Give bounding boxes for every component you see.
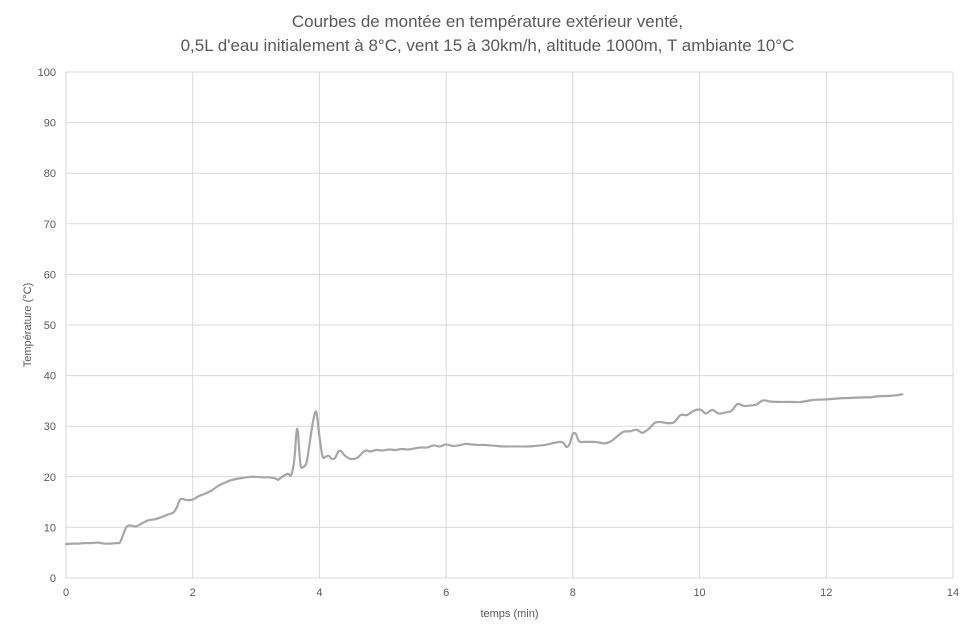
series-line xyxy=(64,393,904,546)
x-tick-label: 0 xyxy=(63,587,69,599)
y-tick-label: 80 xyxy=(44,168,56,180)
x-tick-label: 6 xyxy=(443,587,449,599)
chart-subtitle: 0,5L d'eau initialement à 8°C, vent 15 à… xyxy=(180,36,795,55)
y-axis-title: Température (°C) xyxy=(22,283,34,367)
x-tick-label: 2 xyxy=(190,587,196,599)
x-tick-label: 14 xyxy=(947,587,959,599)
chart-title: Courbes de montée en température extérie… xyxy=(291,12,684,31)
x-tick-label: 12 xyxy=(820,587,832,599)
y-tick-label: 20 xyxy=(44,472,56,484)
x-axis-title: temps (min) xyxy=(480,608,538,620)
x-tick-label: 8 xyxy=(570,587,576,599)
y-tick-label: 50 xyxy=(44,320,56,332)
y-tick-label: 0 xyxy=(50,573,56,585)
y-tick-label: 30 xyxy=(44,421,56,433)
x-tick-label: 4 xyxy=(316,587,322,599)
x-tick-label: 10 xyxy=(693,587,705,599)
y-tick-label: 90 xyxy=(44,118,56,130)
y-tick-label: 40 xyxy=(44,371,56,383)
y-tick-label: 100 xyxy=(38,67,56,79)
y-tick-label: 60 xyxy=(44,269,56,281)
y-tick-label: 70 xyxy=(44,219,56,231)
y-tick-label: 10 xyxy=(44,522,56,534)
